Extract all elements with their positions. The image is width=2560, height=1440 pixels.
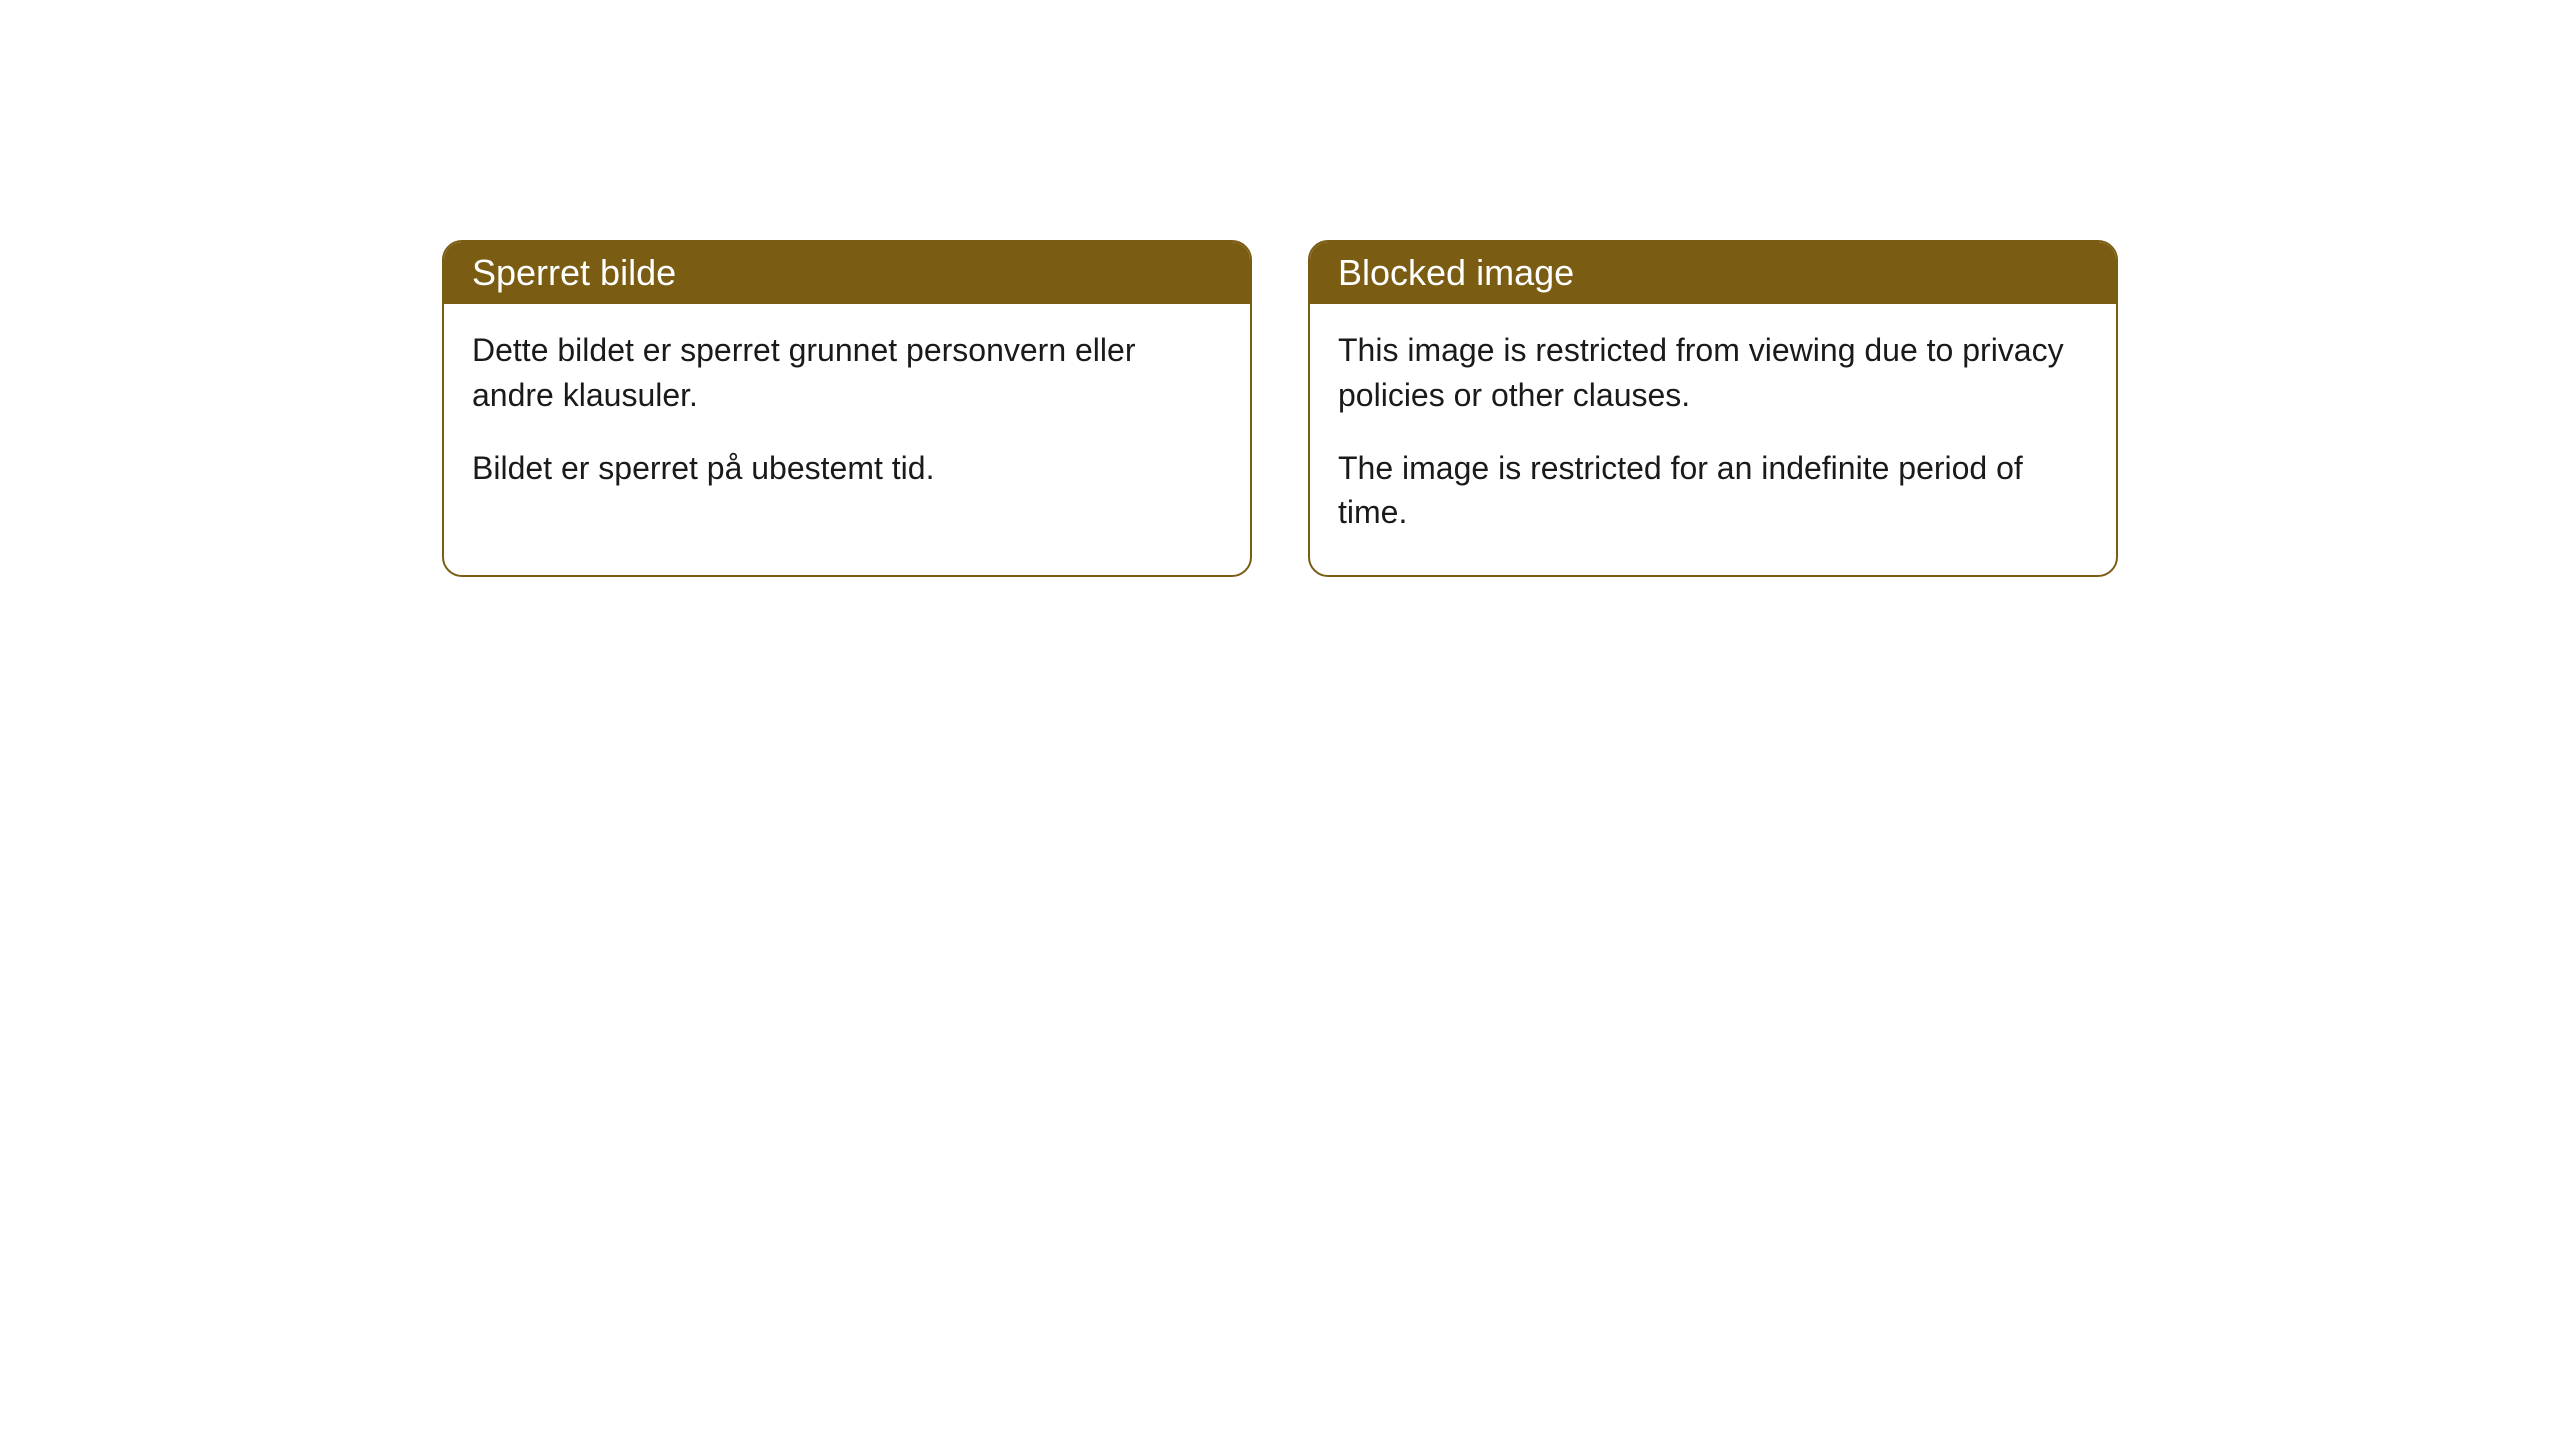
notice-paragraph: This image is restricted from viewing du… [1338, 328, 2088, 418]
notice-body: Dette bildet er sperret grunnet personve… [444, 304, 1250, 530]
notice-body: This image is restricted from viewing du… [1310, 304, 2116, 575]
notice-paragraph: The image is restricted for an indefinit… [1338, 446, 2088, 536]
notice-title: Blocked image [1338, 252, 1574, 293]
notice-header: Sperret bilde [444, 242, 1250, 304]
notice-title: Sperret bilde [472, 252, 676, 293]
notice-container: Sperret bilde Dette bildet er sperret gr… [0, 240, 2560, 577]
blocked-image-notice-norwegian: Sperret bilde Dette bildet er sperret gr… [442, 240, 1252, 577]
notice-header: Blocked image [1310, 242, 2116, 304]
blocked-image-notice-english: Blocked image This image is restricted f… [1308, 240, 2118, 577]
notice-paragraph: Bildet er sperret på ubestemt tid. [472, 446, 1222, 491]
notice-paragraph: Dette bildet er sperret grunnet personve… [472, 328, 1222, 418]
